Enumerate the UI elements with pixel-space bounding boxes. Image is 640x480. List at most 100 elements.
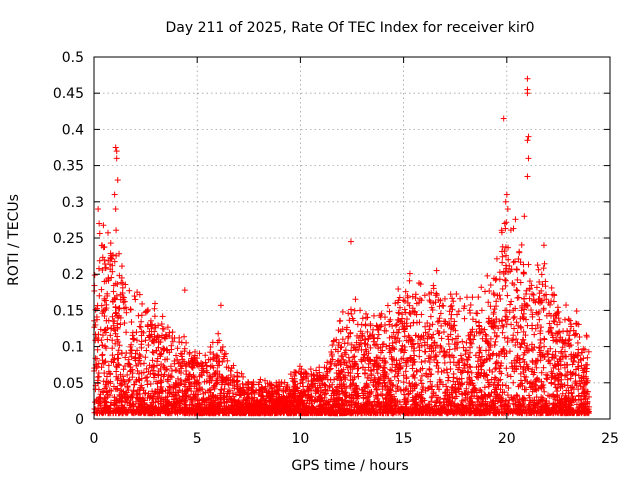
data-point — [479, 335, 486, 342]
data-point — [113, 373, 120, 380]
data-point — [133, 337, 140, 344]
data-point — [510, 225, 517, 232]
data-point — [502, 262, 509, 269]
data-point — [464, 294, 471, 301]
data-point — [359, 315, 366, 322]
data-point — [135, 312, 142, 319]
data-point — [533, 284, 540, 291]
data-point — [96, 230, 103, 237]
data-point — [392, 300, 399, 307]
data-point — [434, 368, 441, 375]
data-point — [541, 336, 548, 343]
data-point — [525, 261, 532, 268]
data-point — [503, 219, 510, 226]
data-point — [418, 311, 425, 318]
data-point — [150, 363, 157, 370]
data-point — [396, 294, 403, 301]
data-point — [548, 374, 555, 381]
data-point — [502, 252, 509, 259]
data-point — [418, 359, 425, 366]
data-point — [136, 323, 143, 330]
data-point — [287, 371, 294, 378]
data-point — [533, 394, 540, 401]
data-point — [550, 318, 557, 325]
data-point — [351, 353, 358, 360]
data-point — [96, 292, 103, 299]
data-point — [186, 349, 193, 356]
data-point — [582, 361, 589, 368]
data-point — [457, 295, 464, 302]
data-point — [447, 291, 454, 298]
data-point — [518, 241, 525, 248]
data-point — [99, 342, 106, 349]
data-point — [394, 299, 401, 306]
data-point — [430, 300, 437, 307]
data-point — [395, 310, 402, 317]
data-point — [117, 321, 124, 328]
data-point — [503, 365, 510, 372]
data-point — [475, 294, 482, 301]
data-point — [462, 351, 469, 358]
data-point — [445, 374, 452, 381]
data-point — [118, 349, 125, 356]
data-point — [138, 318, 145, 325]
data-point — [515, 294, 522, 301]
data-point — [484, 272, 491, 279]
data-point — [536, 316, 543, 323]
chart-title: Day 211 of 2025, Rate Of TEC Index for r… — [165, 20, 534, 36]
data-point — [110, 288, 117, 295]
data-point — [121, 320, 128, 327]
data-point — [143, 347, 150, 354]
data-point — [512, 216, 519, 223]
data-point — [554, 304, 561, 311]
data-point — [446, 346, 453, 353]
data-point — [506, 348, 513, 355]
data-point — [504, 372, 511, 379]
data-point — [101, 260, 108, 267]
data-point — [148, 325, 155, 332]
data-point — [514, 329, 521, 336]
data-point — [355, 373, 362, 380]
data-point — [517, 259, 524, 266]
data-point — [147, 380, 154, 387]
data-point — [207, 356, 214, 363]
data-point — [101, 257, 108, 264]
data-point — [209, 339, 216, 346]
data-point — [468, 369, 475, 376]
data-point — [563, 302, 570, 309]
data-point — [376, 363, 383, 370]
data-point — [475, 322, 482, 329]
data-point — [406, 380, 413, 387]
data-point — [566, 317, 573, 324]
data-point — [113, 368, 120, 375]
data-point — [113, 227, 120, 234]
data-point — [510, 332, 517, 339]
data-point — [416, 353, 423, 360]
data-point — [467, 364, 474, 371]
data-point — [219, 358, 226, 365]
data-point — [375, 331, 382, 338]
data-point — [338, 344, 345, 351]
data-point — [99, 254, 106, 261]
data-point — [528, 307, 535, 314]
data-point — [395, 309, 402, 316]
data-point — [136, 370, 143, 377]
data-point — [555, 308, 562, 315]
data-point — [149, 357, 156, 364]
data-point — [107, 332, 114, 339]
data-point — [130, 336, 137, 343]
data-point — [531, 331, 538, 338]
data-point — [137, 324, 144, 331]
data-point — [497, 296, 504, 303]
data-point — [133, 329, 140, 336]
data-point — [431, 356, 438, 363]
data-point — [118, 263, 125, 270]
data-point — [357, 328, 364, 335]
data-point — [513, 286, 520, 293]
data-point — [584, 354, 591, 361]
data-point — [546, 327, 553, 334]
data-point — [410, 372, 417, 379]
data-point — [426, 359, 433, 366]
data-point — [354, 370, 361, 377]
data-point — [403, 363, 410, 370]
